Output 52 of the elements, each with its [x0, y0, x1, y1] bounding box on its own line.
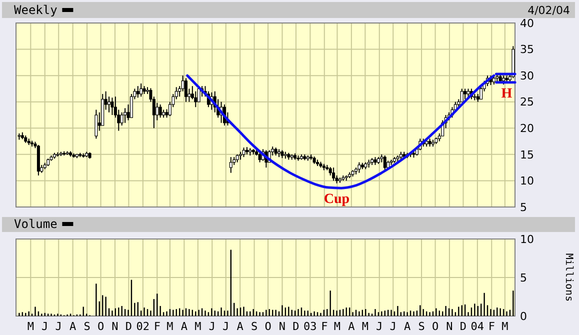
x-tick-label: A — [348, 320, 356, 333]
y-tick-label: 40 — [520, 16, 534, 30]
chart-title: Weekly — [14, 3, 58, 17]
x-tick-label: J — [376, 320, 383, 333]
x-tick-label: S — [418, 320, 425, 333]
x-tick-label: J — [222, 320, 230, 333]
x-tick-label: 02 — [136, 320, 150, 333]
y-tick-label: 5 — [520, 271, 527, 284]
x-tick-label: 04 — [470, 320, 484, 333]
x-tick-label: J — [208, 320, 216, 333]
y-axis-title: Millions — [563, 253, 574, 302]
y-tick-label: 30 — [520, 69, 534, 82]
x-tick-label: A — [236, 320, 244, 333]
x-tick-label: M — [362, 320, 369, 333]
text: 4/02/04 — [528, 4, 570, 17]
x-tick-label: M — [194, 320, 202, 333]
x-tick-label: M — [502, 320, 509, 333]
x-tick-label: N — [112, 320, 118, 333]
y-tick-label: 0 — [520, 310, 527, 323]
x-tick-label: J — [390, 320, 396, 333]
x-tick-label: O — [264, 320, 272, 333]
x-tick-label: F — [154, 320, 160, 333]
x-tick-label: F — [321, 320, 328, 333]
x-tick-label: A — [180, 320, 188, 333]
y-tick-label: 15 — [520, 148, 534, 162]
x-tick-label: N — [278, 320, 286, 333]
x-tick-label: M — [27, 320, 34, 333]
x-tick-label: A — [404, 320, 412, 333]
y-tick-label: 5 — [520, 200, 527, 214]
x-tick-label: F — [488, 320, 495, 333]
chart-title: Volume — [14, 217, 58, 231]
x-tick-label: N — [446, 320, 453, 333]
x-tick-label: D — [460, 320, 467, 333]
x-tick-label: J — [55, 320, 62, 333]
x-tick-label: J — [42, 320, 48, 333]
x-tick-label: D — [125, 320, 132, 333]
x-tick-label: S — [84, 320, 90, 333]
x-tick-label: O — [432, 320, 439, 333]
x-tick-label: M — [334, 320, 341, 333]
y-tick-label: 10 — [520, 232, 534, 246]
y-tick-label: 25 — [520, 96, 534, 109]
x-tick-label: S — [250, 320, 258, 333]
x-tick-label: D — [292, 320, 300, 333]
y-tick-label: 10 — [520, 174, 534, 188]
annotation: Cup — [324, 192, 350, 208]
x-tick-label: O — [97, 320, 104, 333]
y-tick-label: 20 — [520, 122, 534, 135]
y-tick-label: 35 — [520, 43, 534, 56]
x-tick-label: 03 — [304, 320, 317, 333]
x-tick-label: A — [70, 320, 77, 333]
annotation: H — [501, 86, 512, 102]
x-tick-label: M — [166, 320, 174, 333]
